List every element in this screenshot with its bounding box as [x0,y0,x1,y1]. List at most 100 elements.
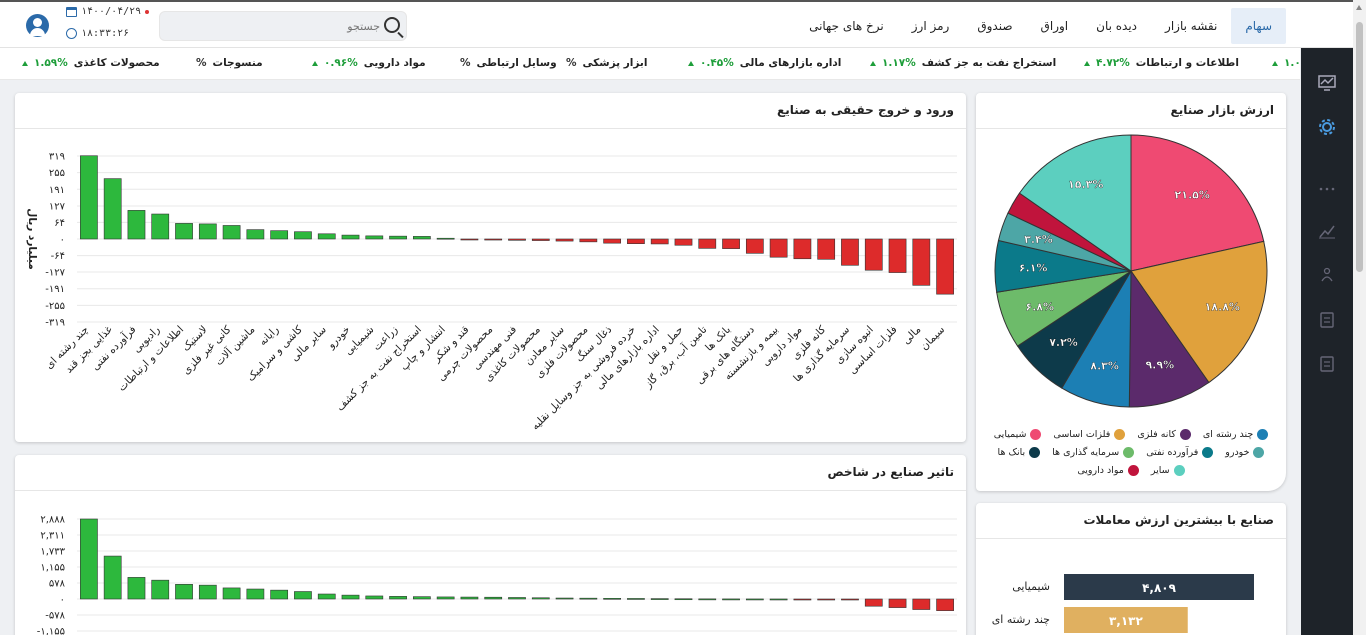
nav-tab[interactable]: دیده بان [1096,19,1138,33]
bar[interactable] [80,518,98,600]
bar[interactable] [531,597,550,600]
ticker-item[interactable]: ۱.۰ [1272,57,1300,69]
bar[interactable] [627,598,645,600]
bar[interactable] [365,235,384,240]
bar[interactable] [270,589,289,600]
bar[interactable] [841,598,859,601]
ticker-item[interactable]: % ابزار پزشکی [566,57,647,69]
bar[interactable] [175,584,193,600]
bar[interactable] [389,235,407,240]
bar[interactable] [294,231,312,240]
nav-tab[interactable]: اوراق [1040,19,1069,33]
pie-slice[interactable] [1128,269,1210,408]
ticker-item[interactable]: ۱.۱۷% استخراج نفت به جز کشف [870,57,1056,69]
bar[interactable] [413,596,431,600]
bar[interactable] [198,584,217,600]
list-icon[interactable] [1318,354,1336,372]
bar[interactable] [912,598,931,610]
search-icon[interactable] [384,17,400,33]
pie-slice[interactable] [1130,134,1265,272]
people-icon[interactable] [1318,266,1336,284]
bar[interactable] [80,155,98,240]
nav-tab[interactable]: صندوق [977,19,1013,33]
bar[interactable] [650,238,669,245]
bar[interactable] [817,238,836,260]
ticker-item[interactable]: ۱.۵۹% محصولات کاغذی [22,57,160,69]
legend-item[interactable]: مواد دارویی [1077,465,1139,476]
bar[interactable] [175,223,193,240]
bar[interactable] [436,596,455,600]
bar[interactable] [769,598,788,601]
ticker-item[interactable]: % منسوجات [196,57,263,69]
bar[interactable] [127,210,146,240]
ticker-item[interactable]: ۰.۴۵% اداره بازارهای مالی [688,57,841,69]
bar[interactable] [722,598,740,601]
bar[interactable] [888,598,907,608]
chart-line-icon[interactable] [1318,74,1336,92]
ticker-item[interactable]: % وسایل ارتباطی [460,57,557,69]
bar[interactable] [246,229,265,240]
legend-item[interactable]: چند رشته ای [1203,429,1269,440]
bar[interactable] [793,238,812,260]
nav-tab[interactable]: سهام [1231,8,1286,44]
bar[interactable] [793,598,812,601]
bar[interactable] [555,238,574,242]
pie-slice[interactable] [1130,240,1268,384]
bar[interactable] [436,237,455,240]
gear-icon[interactable] [1318,118,1336,136]
hbar[interactable] [1064,574,1254,600]
bar[interactable] [841,238,859,266]
bar[interactable] [460,238,479,241]
bar[interactable] [246,588,265,600]
bar[interactable] [198,223,217,240]
bar[interactable] [912,238,931,286]
nav-tab[interactable]: نقشه بازار [1165,19,1218,33]
legend-item[interactable]: بانک ها [998,447,1041,458]
bar[interactable] [603,598,621,600]
page-scrollbar[interactable] [1353,0,1366,635]
bar[interactable] [936,238,954,295]
ticker-item[interactable]: ۰.۹۶% مواد دارویی [312,57,426,69]
bar[interactable] [103,555,122,600]
bar[interactable] [769,238,788,258]
pie-slice[interactable] [1018,134,1132,272]
bar[interactable] [222,225,241,240]
bar[interactable] [674,598,693,601]
bar[interactable] [817,598,836,601]
ticker-item[interactable]: ۴.۷۲% اطلاعات و ارتباطات [1084,57,1239,69]
bar[interactable] [341,594,360,600]
bar[interactable] [294,591,312,600]
legend-item[interactable]: سایر [1151,465,1185,476]
bar[interactable] [317,593,336,600]
bar[interactable] [603,238,621,244]
bar[interactable] [317,233,336,240]
bar[interactable] [222,587,241,600]
bar[interactable] [508,597,526,600]
bar[interactable] [151,213,170,240]
scrollbar-thumb[interactable] [1356,22,1363,272]
bar[interactable] [508,238,526,241]
bar[interactable] [460,596,479,600]
legend-item[interactable]: فرآورده نفتی [1146,447,1214,458]
bar[interactable] [936,598,954,611]
bar[interactable] [579,238,598,243]
legend-item[interactable]: کانه فلزی [1137,429,1191,440]
bar[interactable] [674,238,693,246]
clipboard-icon[interactable] [1318,310,1336,328]
bar[interactable] [103,178,122,240]
bar[interactable] [555,597,574,600]
user-avatar-icon[interactable] [26,14,49,37]
bar[interactable] [745,238,764,254]
bar[interactable] [151,579,170,600]
bar[interactable] [413,236,431,240]
bar[interactable] [484,596,503,600]
bar[interactable] [722,238,740,249]
bar[interactable] [864,598,883,607]
scroll-up-icon[interactable] [1356,5,1362,10]
bar[interactable] [745,598,764,601]
bar[interactable] [389,596,407,600]
search-input[interactable] [168,16,380,36]
bar[interactable] [698,238,717,249]
trend-icon[interactable] [1318,222,1336,240]
bar[interactable] [650,598,669,600]
